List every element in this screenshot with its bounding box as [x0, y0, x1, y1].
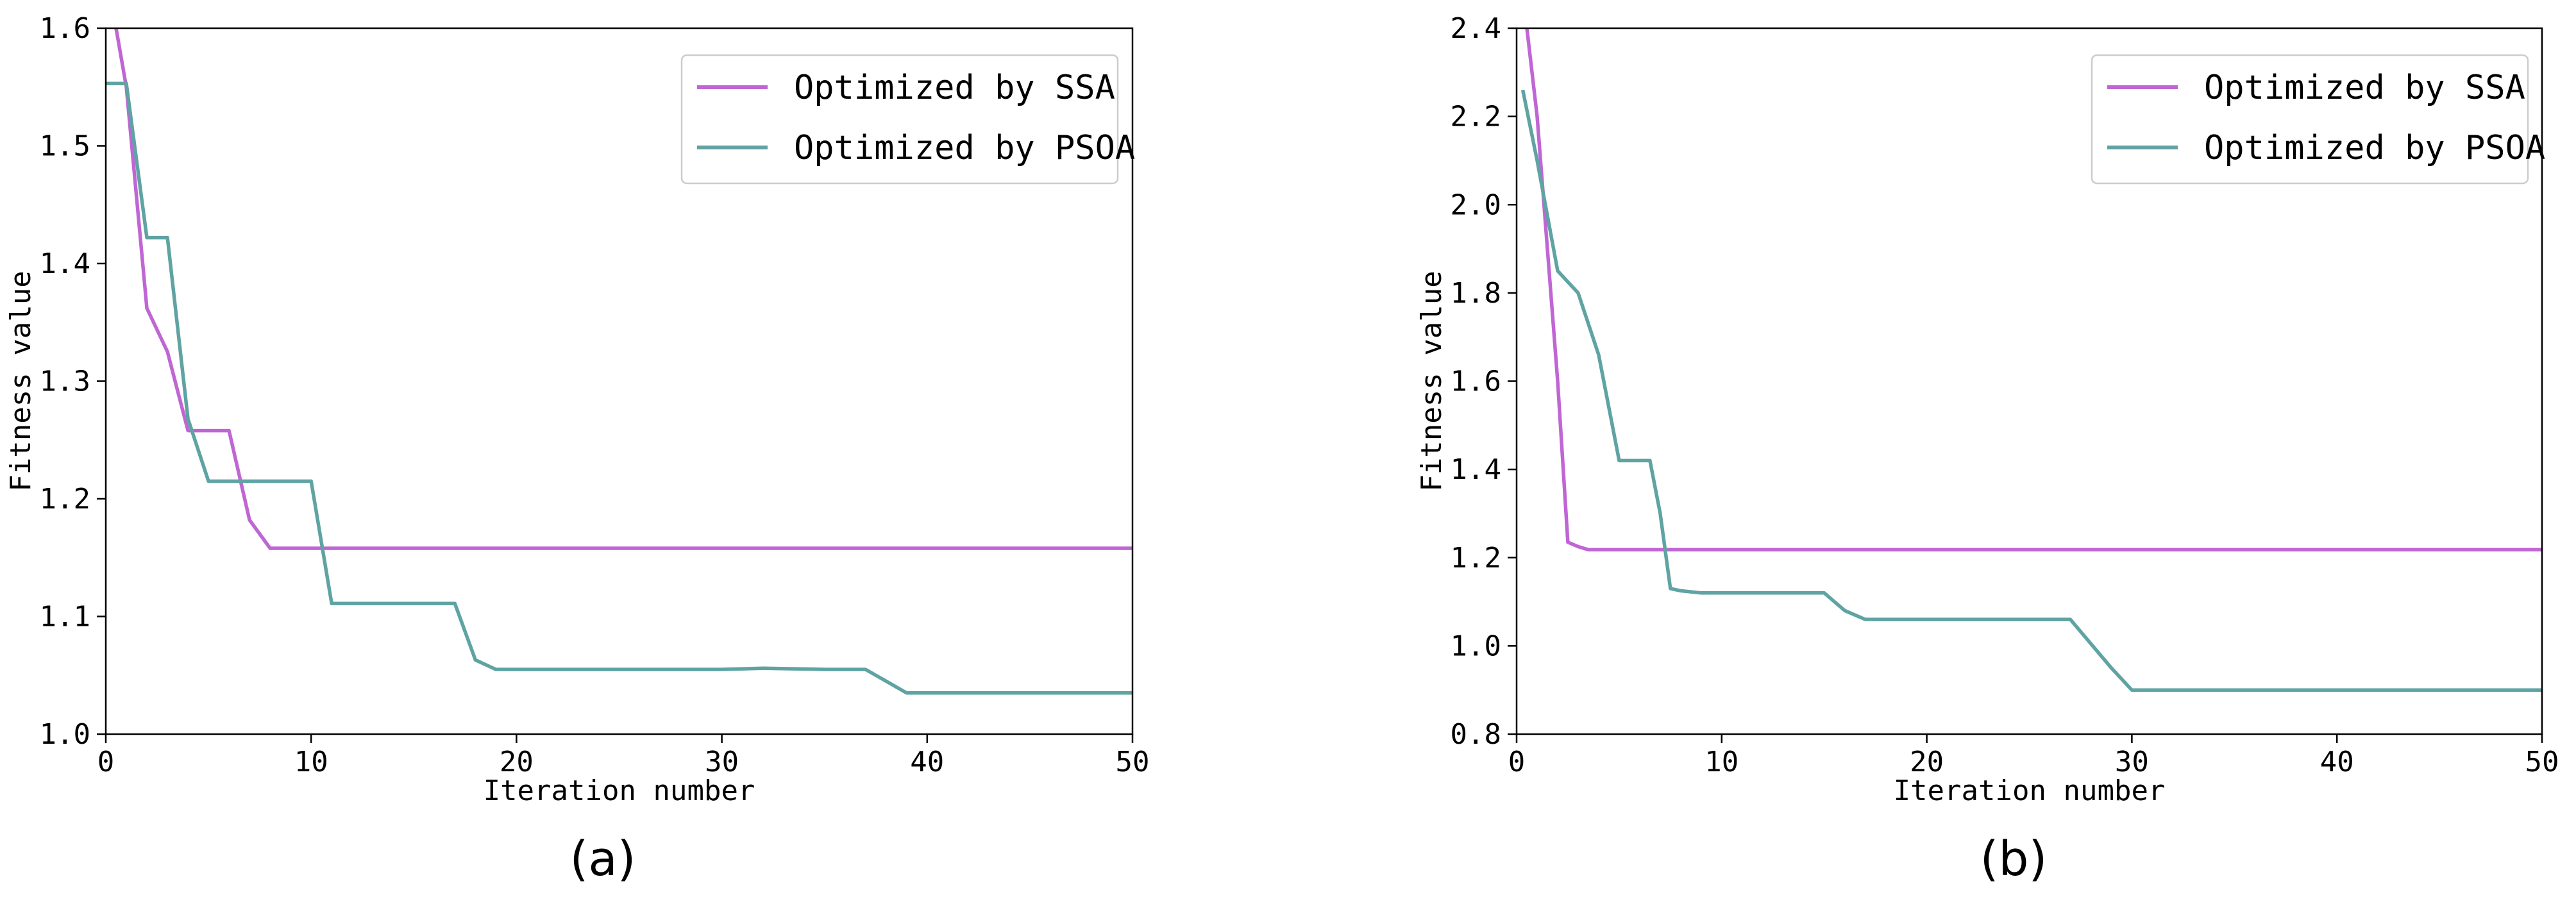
- x-tick-label: 50: [2525, 746, 2559, 778]
- legend-label-ssa: Optimized by SSA: [2204, 69, 2525, 107]
- y-tick-label: 1.6: [40, 12, 90, 45]
- series-line-psoa: [106, 81, 1132, 695]
- y-tick-label: 1.2: [1451, 542, 1501, 574]
- chart-panel-b: 0 10 20 30 40 50 0.8 1.0 1.2 1.4 1.6 1.8 2.0 2.2 2.4 It…: [1415, 12, 2559, 887]
- series-line-ssa: [1525, 28, 2542, 552]
- y-tick-label: 0.8: [1451, 718, 1501, 751]
- y-tick-label: 2.2: [1451, 101, 1501, 133]
- y-tick-label: 1.4: [40, 247, 90, 280]
- y-tick-label: 1.5: [40, 130, 90, 163]
- y-axis-label: Fitness value: [1415, 271, 1448, 491]
- x-tick-label: 20: [500, 746, 534, 778]
- x-axis-label: Iteration number: [1894, 775, 2166, 807]
- y-tick-label: 1.6: [1451, 365, 1501, 398]
- series-line-ssa: [114, 28, 1132, 550]
- legend: Optimized by SSA Optimized by PSOA: [2091, 54, 2545, 185]
- x-tick-label: 40: [2320, 746, 2354, 778]
- legend-box: [2091, 54, 2529, 185]
- y-axis-label: Fitness value: [4, 271, 37, 491]
- x-tick-label: 50: [1116, 746, 1150, 778]
- legend-label-psoa: Optimized by PSOA: [794, 129, 1135, 167]
- x-tick-label: 40: [910, 746, 944, 778]
- x-tick-label: 30: [2115, 746, 2149, 778]
- y-tick-label: 2.4: [1451, 12, 1501, 45]
- x-tick-label: 10: [1705, 746, 1738, 778]
- y-tick-label: 1.0: [40, 718, 90, 751]
- x-tick-label: 30: [705, 746, 739, 778]
- y-tick-label: 1.0: [1451, 630, 1501, 662]
- legend: Optimized by SSA Optimized by PSOA: [680, 54, 1135, 185]
- legend-box: [680, 54, 1119, 185]
- series-line-psoa: [1520, 89, 2542, 692]
- x-axis-label: Iteration number: [484, 775, 755, 807]
- y-tick-label: 1.1: [40, 601, 90, 633]
- panel-caption: (b): [1980, 832, 2048, 887]
- x-tick-label: 10: [294, 746, 328, 778]
- y-tick-label: 1.4: [1451, 453, 1501, 486]
- x-tick-label: 0: [97, 746, 115, 778]
- y-tick-label: 1.3: [40, 365, 90, 398]
- y-tick-label: 1.2: [40, 483, 90, 515]
- panel-caption: (a): [569, 832, 636, 887]
- x-tick-label: 20: [1910, 746, 1944, 778]
- legend-label-ssa: Optimized by SSA: [794, 69, 1115, 107]
- y-tick-label: 2.0: [1451, 188, 1501, 221]
- x-tick-label: 0: [1508, 746, 1526, 778]
- y-tick-label: 1.8: [1451, 277, 1501, 310]
- chart-panel-a: 0 10 20 30 40 50 1.0 1.1 1.2 1.3 1.4 1.5 1.6 Iteratio…: [4, 12, 1149, 887]
- legend-label-psoa: Optimized by PSOA: [2204, 129, 2545, 167]
